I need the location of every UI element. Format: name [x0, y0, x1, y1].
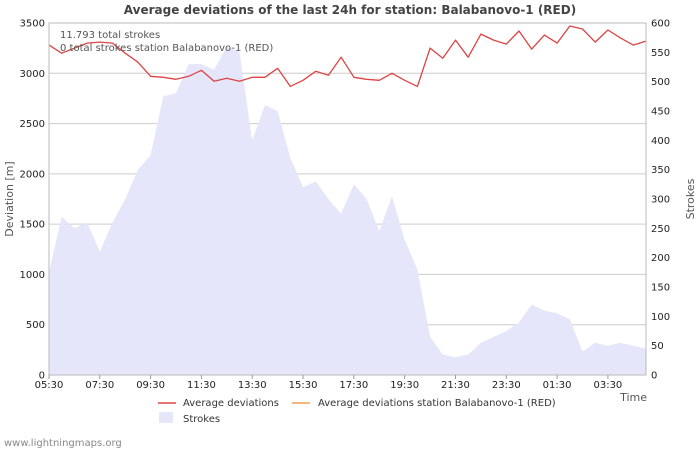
legend: Average deviations Average deviations st…: [158, 398, 556, 425]
y-right-tick-2: 100: [651, 312, 670, 323]
y-left-tick-5: 2500: [20, 119, 45, 130]
left-axis-ticks: 0 500 1000 1500 2000 2500 3000 3500: [20, 19, 45, 382]
y-left-tick-6: 3000: [20, 69, 45, 80]
right-axis-ticks: 0 50 100 150 200 250 300 350 400 450 500 550 600: [651, 19, 670, 382]
x-tick-0: 05:30: [35, 380, 64, 391]
average-deviations-line: [48, 25, 647, 88]
y-right-tick-6: 300: [651, 195, 670, 206]
x-axis-label: Time: [619, 391, 647, 404]
y-right-tick-0: 0: [651, 371, 657, 382]
x-tick-5: 15:30: [289, 380, 318, 391]
chart-title: Average deviations of the last 24h for s…: [124, 3, 576, 17]
legend-label-station-deviations: Average deviations station Balabanovo-1 …: [318, 398, 556, 409]
y-left-tick-4: 2000: [20, 169, 45, 180]
x-tick-7: 19:30: [390, 380, 419, 391]
x-tick-10: 01:30: [543, 380, 572, 391]
x-tick-3: 11:30: [187, 380, 216, 391]
y-axis-left-label: Deviation [m]: [3, 161, 16, 236]
y-right-tick-1: 50: [651, 341, 664, 352]
x-tick-6: 17:30: [339, 380, 368, 391]
strokes-area: [49, 46, 646, 375]
deviation-line-group: [48, 25, 647, 88]
legend-label-strokes: Strokes: [183, 414, 220, 425]
x-tick-2: 09:30: [136, 380, 165, 391]
strokes-area-group: [49, 46, 646, 375]
y-left-tick-7: 3500: [20, 19, 45, 30]
y-right-tick-9: 450: [651, 107, 670, 118]
y-axis-right-label: Strokes: [684, 178, 697, 219]
x-tick-1: 07:30: [85, 380, 114, 391]
y-right-tick-11: 550: [651, 48, 670, 59]
y-left-tick-3: 1500: [20, 220, 45, 231]
x-tick-9: 23:30: [492, 380, 521, 391]
legend-swatch-strokes: [159, 412, 173, 423]
x-tick-11: 03:30: [593, 380, 622, 391]
y-right-tick-4: 200: [651, 253, 670, 264]
y-right-tick-5: 250: [651, 224, 670, 235]
y-left-tick-1: 500: [26, 320, 45, 331]
y-right-tick-8: 400: [651, 136, 670, 147]
y-right-tick-7: 350: [651, 165, 670, 176]
y-left-tick-2: 1000: [20, 270, 45, 281]
legend-label-average-deviations: Average deviations: [183, 398, 279, 409]
y-right-tick-3: 150: [651, 283, 670, 294]
annotation-station-strokes: 0 total strokes station Balabanovo-1 (RE…: [60, 43, 273, 54]
y-right-tick-10: 500: [651, 77, 670, 88]
x-axis-ticks: 05:30 07:30 09:30 11:30 13:30 15:30 17:30 19:30…: [35, 375, 622, 391]
plot-frame: [48, 22, 647, 376]
x-tick-4: 13:30: [238, 380, 267, 391]
y-left-tick-0: 0: [39, 371, 45, 382]
x-tick-8: 21:30: [441, 380, 470, 391]
annotation-total-strokes: 11.793 total strokes: [60, 30, 160, 41]
y-right-tick-12: 600: [651, 19, 670, 30]
footer-source: www.lightningmaps.org: [4, 438, 122, 449]
